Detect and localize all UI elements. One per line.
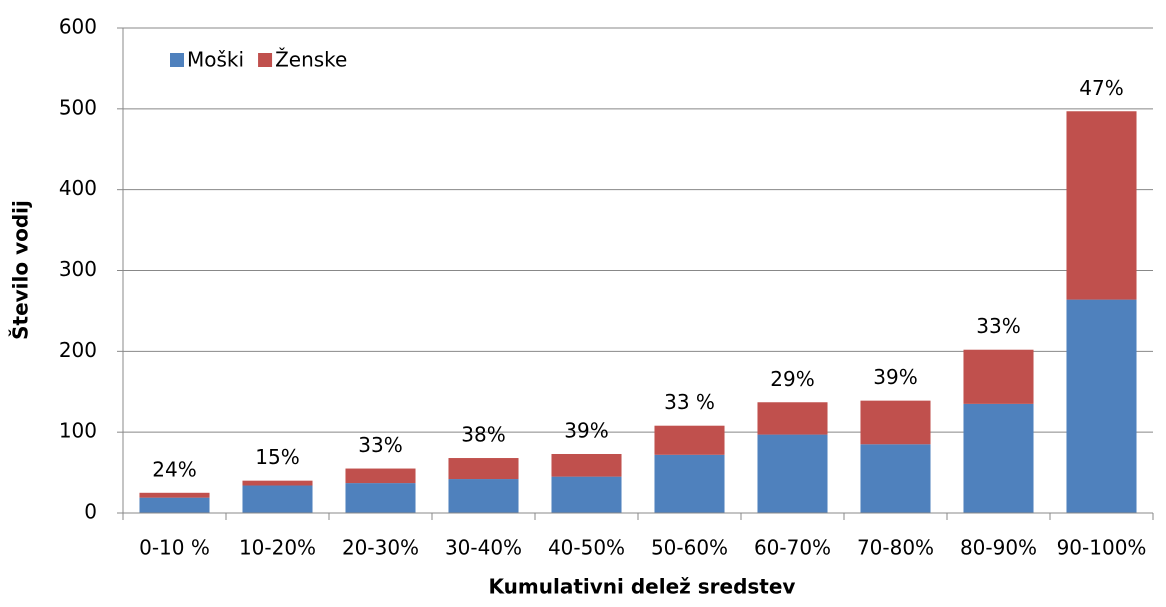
x-tick-label: 20-30% <box>342 536 419 560</box>
bar-label: 29% <box>770 367 814 391</box>
bar-label: 39% <box>873 365 917 389</box>
bar-segment <box>551 476 622 513</box>
bar-segment <box>551 453 622 477</box>
bar-segment <box>1066 111 1137 300</box>
x-tick-label: 40-50% <box>548 536 625 560</box>
legend-swatch <box>170 53 184 67</box>
y-tick-label: 500 <box>59 95 97 119</box>
bar-segment <box>654 454 725 513</box>
bar-segment <box>963 403 1034 513</box>
bar-segment <box>345 468 416 484</box>
bar-segment <box>345 483 416 513</box>
bar-label: 39% <box>564 418 608 442</box>
y-tick-label: 600 <box>59 15 97 39</box>
bar-label: 38% <box>461 423 505 447</box>
bar-segment <box>963 349 1034 404</box>
y-tick-label: 300 <box>59 257 97 281</box>
x-tick-label: 30-40% <box>445 536 522 560</box>
x-tick-label: 60-70% <box>754 536 831 560</box>
x-tick-label: 10-20% <box>239 536 316 560</box>
y-tick-label: 200 <box>59 338 97 362</box>
bar-segment <box>860 444 931 513</box>
bar-label: 33 % <box>664 390 715 414</box>
bar-segment <box>139 497 210 513</box>
bar-label: 47% <box>1079 76 1123 100</box>
bar-segment <box>860 400 931 445</box>
bar-segment <box>448 458 519 480</box>
y-axis-label: Število vodij <box>9 200 33 340</box>
bar-segment <box>242 485 313 513</box>
x-axis-label: Kumulativni delež sredstev <box>489 575 796 599</box>
bar-label: 15% <box>255 445 299 469</box>
legend-label: Ženske <box>275 48 347 72</box>
y-tick-label: 100 <box>59 419 97 443</box>
x-tick-label: 80-90% <box>960 536 1037 560</box>
bar-label: 33% <box>976 314 1020 338</box>
bar-segment <box>242 480 313 486</box>
legend-swatch <box>258 53 273 67</box>
bar-segment <box>448 479 519 513</box>
y-tick-label: 0 <box>84 500 97 524</box>
x-tick-label: 0-10 % <box>139 536 210 560</box>
x-tick-label: 70-80% <box>857 536 934 560</box>
y-tick-label: 400 <box>59 176 97 200</box>
legend-label: Moški <box>187 48 244 72</box>
bar-segment <box>1066 299 1137 513</box>
bar-segment <box>757 434 828 513</box>
bar-label: 24% <box>152 457 196 481</box>
bar-segment <box>757 402 828 435</box>
bar-segment <box>139 492 210 498</box>
bar-segment <box>654 425 725 455</box>
x-tick-label: 90-100% <box>1057 536 1147 560</box>
bar-label: 33% <box>358 433 402 457</box>
x-tick-label: 50-60% <box>651 536 728 560</box>
